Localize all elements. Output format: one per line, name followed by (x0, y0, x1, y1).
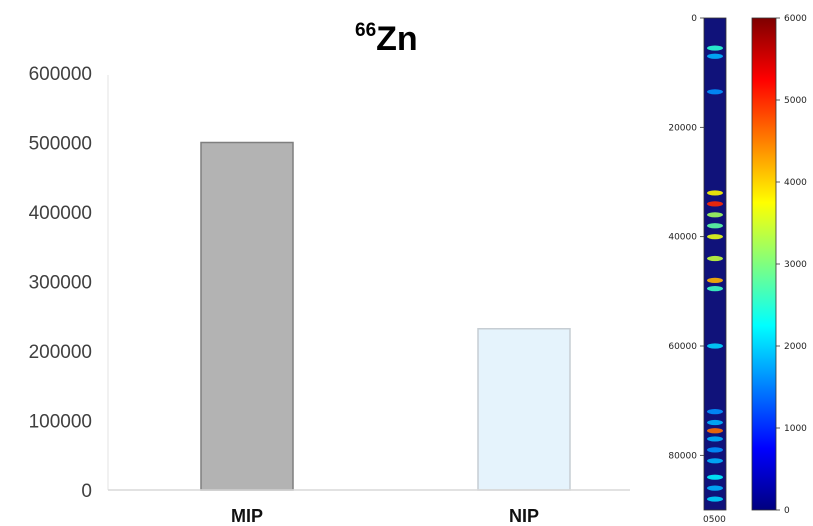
colorbar: 0 1000 2000 3000 4000 5000 6000 (751, 14, 807, 516)
heatmap-y-tick-label: 0 (691, 14, 697, 24)
heatmap-hotspot (707, 458, 723, 464)
heatmap-hotspot (707, 496, 723, 502)
heatmap-hotspot (707, 474, 723, 480)
heatmap-hotspot (707, 190, 723, 196)
heatmap-hotspot (707, 447, 723, 453)
colorbar-tick-label: 0 (784, 506, 790, 516)
heatmap-hotspot (707, 212, 723, 218)
heatmap-hotspot (707, 53, 723, 59)
heatmap-hotspot (707, 428, 723, 434)
heatmap-y-ticks: 0 20000 40000 60000 80000 (668, 14, 704, 461)
heatmap-hotspot (707, 89, 723, 95)
x-tick-label: NIP (509, 506, 539, 526)
y-tick-label: 0 (81, 481, 92, 502)
heatmap-x-tick-label: 0500 (703, 515, 726, 525)
y-tick-label: 500000 (29, 134, 92, 155)
heatmap-hotspot (707, 409, 723, 415)
y-tick-label: 300000 (29, 273, 92, 294)
heatmap-hotspot (707, 255, 723, 262)
heatmap-hotspot (707, 234, 723, 240)
heatmap-hotspot (707, 277, 723, 283)
colorbar-gradient (751, 17, 777, 511)
heatmap-y-tick-label: 20000 (668, 123, 697, 133)
x-tick-labels: MIP NIP (231, 506, 539, 526)
heatmap-hotspot (707, 286, 723, 292)
heatmap-hotspot (707, 485, 723, 491)
heatmap-hotspot (707, 201, 723, 207)
colorbar-tick-label: 5000 (784, 96, 807, 106)
x-tick-label: MIP (231, 506, 263, 526)
colorbar-ticks: 0 1000 2000 3000 4000 5000 6000 (776, 14, 807, 516)
heatmap-y-tick-label: 40000 (668, 233, 697, 243)
heatmap-y-tick-label: 60000 (668, 342, 697, 352)
chart-title: 66Zn (355, 20, 418, 58)
heatmap-hotspots (707, 45, 723, 502)
title-main: Zn (376, 20, 418, 58)
colorbar-tick-label: 2000 (784, 342, 807, 352)
colorbar-tick-label: 4000 (784, 178, 807, 188)
heatmap-hotspot (707, 45, 723, 51)
heatmap-hotspot (707, 223, 723, 229)
heatmap-hotspot (707, 419, 723, 426)
bar-mip (200, 141, 294, 491)
colorbar-tick-label: 3000 (784, 260, 807, 270)
y-tick-label: 600000 (29, 64, 92, 85)
heatmap-frame (703, 17, 727, 511)
heatmap-y-tick-label: 80000 (668, 451, 697, 461)
title-superscript: 66 (355, 20, 376, 41)
heatmap-hotspot (707, 436, 723, 442)
heatmap-panel: 0 20000 40000 60000 80000 0500 (668, 14, 727, 525)
colorbar-tick-label: 6000 (784, 14, 807, 24)
bars (200, 141, 571, 491)
y-tick-label: 100000 (29, 412, 92, 433)
heatmap-strip (704, 18, 726, 510)
heatmap-hotspot (707, 343, 723, 349)
bar-nip (477, 328, 571, 491)
y-tick-label: 400000 (29, 203, 92, 224)
colorbar-tick-label: 1000 (784, 424, 807, 434)
bar-chart: 66Zn 0 100000 200000 300000 400000 500000 6000… (29, 20, 630, 526)
y-tick-labels: 0 100000 200000 300000 400000 500000 600000 (29, 64, 92, 502)
y-tick-label: 200000 (29, 342, 92, 363)
